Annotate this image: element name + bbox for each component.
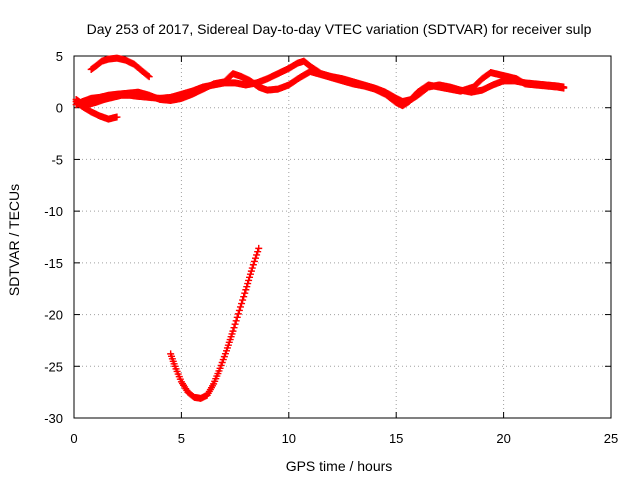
series-2 [72,68,568,110]
series-3 [72,98,121,123]
x-tick-label: 0 [70,431,77,446]
y-tick-label: -5 [51,152,63,167]
data-point [246,270,254,278]
data-point [253,251,261,259]
data-point [240,293,248,301]
y-tick-label: -20 [44,308,63,323]
series-0 [87,54,153,81]
data-point [239,296,247,304]
x-axis-label: GPS time / hours [286,458,393,474]
series-1 [72,57,568,109]
plot-frame [73,55,612,419]
data-point [249,261,257,269]
data-point [241,289,249,297]
x-tick-labels: 0 5 10 15 20 25 [70,431,618,446]
tick-marks [73,55,612,419]
data-point [255,244,263,252]
data-point [236,303,244,311]
data-point [242,286,250,294]
data-point [560,84,568,92]
x-tick-label: 25 [604,431,618,446]
y-tick-label: -30 [44,411,63,426]
x-tick-label: 5 [178,431,185,446]
data-point [248,264,256,272]
series-4 [167,244,263,402]
y-axis-label: SDTVAR / TECUs [6,184,22,296]
data-point [113,113,121,121]
y-tick-label: -10 [44,204,63,219]
x-tick-label: 20 [496,431,510,446]
data-point [234,310,242,318]
y-tick-label: -25 [44,359,63,374]
data-points [72,54,568,402]
chart-title: Day 253 of 2017, Sidereal Day-to-day VTE… [87,21,592,37]
data-point [144,72,152,80]
data-point [235,306,243,314]
data-point [231,320,239,328]
data-point [243,283,251,291]
data-point [145,73,153,81]
y-tick-labels: 5 0 -5 -10 -15 -20 -25 -30 [44,49,63,426]
data-point [233,313,241,321]
x-tick-label: 10 [282,431,296,446]
data-point [238,300,246,308]
data-point [252,254,260,262]
data-point [245,276,253,284]
x-tick-label: 15 [389,431,403,446]
data-point [247,267,255,275]
data-point [232,317,240,325]
data-point [244,280,252,288]
data-point [246,273,254,281]
gridlines [74,56,611,418]
y-tick-label: 5 [56,49,63,64]
y-tick-label: -15 [44,256,63,271]
data-point [250,257,258,265]
data-point [230,324,238,332]
data-point [229,327,237,335]
data-point [254,248,262,256]
y-tick-label: 0 [56,101,63,116]
